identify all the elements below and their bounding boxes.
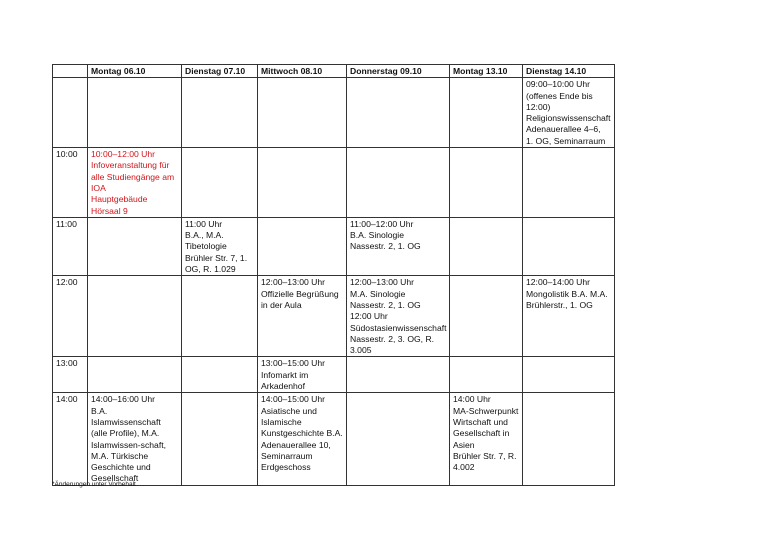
- header-day: Dienstag 07.10: [181, 63, 258, 79]
- time-cell: 10:00: [52, 147, 88, 218]
- event-cell: [87, 216, 182, 277]
- event-cell: [87, 77, 182, 149]
- table-row: 13:00 13:00–15:00 Uhr Infomarkt im Arkade…: [52, 356, 615, 394]
- event-cell: 14:00–16:00 Uhr B.A. Islamwissenschaft (…: [87, 392, 182, 486]
- event-cell: [522, 216, 615, 277]
- event-cell: [346, 356, 450, 394]
- header-row: Montag 06.10 Dienstag 07.10 Mittwoch 08.…: [52, 63, 615, 79]
- event-cell: [449, 147, 523, 218]
- header-day: Mittwoch 08.10: [257, 63, 347, 79]
- header-day: Donnerstag 09.10: [346, 63, 450, 79]
- event-cell: [522, 392, 615, 486]
- event-cell: 11:00 Uhr B.A., M.A. Tibetologie Brühler…: [181, 216, 258, 277]
- event-cell: [449, 275, 523, 358]
- time-cell: [52, 77, 88, 149]
- event-cell: 12:00–14:00 Uhr Mongolistik B.A. M.A. Br…: [522, 275, 615, 358]
- event-cell: 09:00–10:00 Uhr (offenes Ende bis 12:00)…: [522, 77, 615, 149]
- header-day: Montag 06.10: [87, 63, 182, 79]
- event-cell: 11:00–12:00 Uhr B.A. Sinologie Nassestr.…: [346, 216, 450, 277]
- event-cell: [257, 147, 347, 218]
- event-cell: [346, 392, 450, 486]
- event-cell: [522, 147, 615, 218]
- event-cell: [181, 392, 258, 486]
- event-cell: [87, 275, 182, 358]
- footnote: *Änderungen unter Vorbehalt: [52, 481, 136, 488]
- event-cell: [449, 77, 523, 149]
- event-cell: [346, 147, 450, 218]
- event-cell: [87, 356, 182, 394]
- event-cell: 12:00–13:00 Uhr Offizielle Begrüßung in …: [257, 275, 347, 358]
- event-cell: [257, 216, 347, 277]
- time-cell: 14:00: [52, 392, 88, 486]
- event-cell: 10:00–12:00 Uhr Infoveranstaltung für al…: [87, 147, 182, 218]
- header-day: Dienstag 14.10: [522, 63, 615, 79]
- time-cell: 12:00: [52, 275, 88, 358]
- event-cell: [181, 275, 258, 358]
- header-time: [52, 63, 88, 79]
- table-row: 10:00 10:00–12:00 Uhr Infoveranstaltung f…: [52, 147, 615, 218]
- header-day: Montag 13.10: [449, 63, 523, 79]
- time-cell: 13:00: [52, 356, 88, 394]
- event-cell: [181, 147, 258, 218]
- event-cell: [181, 77, 258, 149]
- event-cell: 14:00 Uhr MA-Schwerpunkt Wirtschaft und …: [449, 392, 523, 486]
- event-cell: 12:00–13:00 Uhr M.A. Sinologie Nassestr.…: [346, 275, 450, 358]
- event-cell: [346, 77, 450, 149]
- event-cell: 13:00–15:00 Uhr Infomarkt im Arkadenhof: [257, 356, 347, 394]
- event-cell: [522, 356, 615, 394]
- event-cell: [449, 216, 523, 277]
- table-row: 11:00 11:00 Uhr B.A., M.A. Tibetologie Br…: [52, 216, 615, 277]
- table-row: 12:00 12:00–13:00 Uhr Offizielle Begrüßun…: [52, 275, 615, 358]
- time-cell: 11:00: [52, 216, 88, 277]
- event-cell: [181, 356, 258, 394]
- table-row: 09:00–10:00 Uhr (offenes Ende bis 12:00)…: [52, 77, 615, 149]
- event-cell: [449, 356, 523, 394]
- schedule-table: Montag 06.10 Dienstag 07.10 Mittwoch 08.…: [52, 63, 615, 486]
- event-cell: [257, 77, 347, 149]
- event-cell: 14:00–15:00 Uhr Asiatische und Islamisch…: [257, 392, 347, 486]
- table-row: 14:00 14:00–16:00 Uhr B.A. Islamwissensch…: [52, 392, 615, 486]
